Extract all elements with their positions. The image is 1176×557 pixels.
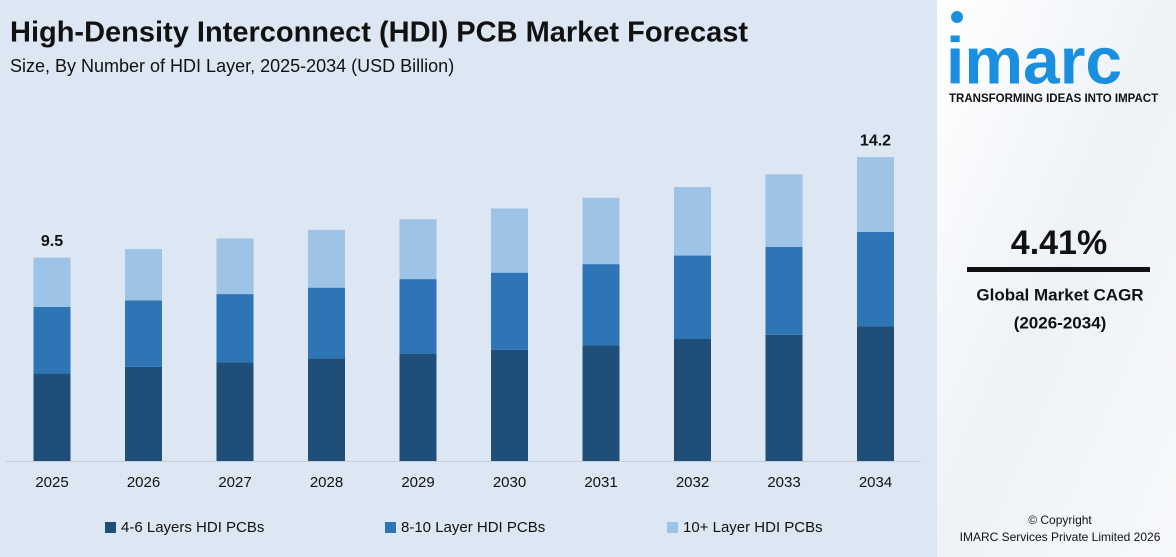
- bar-segment: [491, 208, 528, 273]
- bar-segment: [582, 345, 620, 461]
- logo-dot: [951, 11, 963, 23]
- bar-segment: [491, 349, 528, 461]
- x-tick-label: 2034: [859, 474, 892, 491]
- bar-segment: [857, 157, 894, 233]
- bar-segment: [308, 358, 345, 461]
- legend-label: 8-10 Layer HDI PCBs: [401, 519, 545, 536]
- x-tick-label: 2031: [584, 474, 617, 491]
- bar-segment: [399, 354, 437, 461]
- bar-segment: [674, 187, 711, 256]
- bar-segment: [399, 279, 437, 354]
- legend-swatch: [667, 522, 678, 533]
- bar-segment: [674, 339, 711, 461]
- x-tick-label: 2025: [35, 474, 68, 491]
- legend-swatch: [105, 522, 116, 533]
- sidebar-background: [937, 0, 1176, 557]
- bar-segment: [308, 229, 345, 288]
- bar-segment: [857, 326, 894, 461]
- legend-label: 10+ Layer HDI PCBs: [683, 519, 823, 536]
- x-tick-label: 2028: [310, 474, 343, 491]
- x-tick-label: 2026: [127, 474, 160, 491]
- x-tick-label: 2030: [493, 474, 526, 491]
- bar-segment: [765, 247, 803, 335]
- bar-segment: [491, 272, 528, 350]
- logo: imarc: [946, 23, 1122, 97]
- x-tick-label: 2033: [767, 474, 800, 491]
- chart-subtitle: Size, By Number of HDI Layer, 2025-2034 …: [10, 56, 454, 76]
- bar-segment: [216, 238, 254, 295]
- total-label: 14.2: [860, 132, 891, 149]
- bar-segment: [216, 294, 254, 363]
- bar-segment: [674, 255, 711, 340]
- x-tick-label: 2029: [401, 474, 434, 491]
- cagr-label: Global Market CAGR: [976, 285, 1143, 304]
- cagr-value: 4.41%: [1011, 224, 1107, 262]
- tagline: TRANSFORMING IDEAS INTO IMPACT: [949, 93, 1158, 105]
- bar-segment: [399, 219, 437, 280]
- bar-segment: [857, 232, 894, 327]
- bar-segment: [765, 174, 803, 247]
- bar-segment: [582, 264, 620, 346]
- bar-segment: [308, 287, 345, 359]
- legend-swatch: [385, 522, 396, 533]
- bar-segment: [33, 306, 71, 374]
- x-tick-label: 2032: [676, 474, 709, 491]
- copyright: © Copyright: [1028, 513, 1092, 527]
- bar-segment: [216, 362, 254, 461]
- company: IMARC Services Private Limited 2026: [960, 530, 1161, 544]
- total-label: 9.5: [41, 233, 63, 250]
- bar-segment: [765, 334, 803, 461]
- bar-segment: [125, 366, 162, 461]
- bar-segment: [582, 197, 620, 265]
- legend-label: 4-6 Layers HDI PCBs: [121, 519, 264, 536]
- bar-segment: [125, 300, 162, 367]
- x-tick-label: 2027: [218, 474, 251, 491]
- chart-title: High-Density Interconnect (HDI) PCB Mark…: [10, 17, 748, 49]
- bar-segment: [33, 257, 71, 307]
- bar-segment: [125, 249, 162, 301]
- bar-segment: [33, 373, 71, 461]
- cagr-period: (2026-2034): [1014, 313, 1107, 332]
- cagr-rule: [967, 267, 1150, 272]
